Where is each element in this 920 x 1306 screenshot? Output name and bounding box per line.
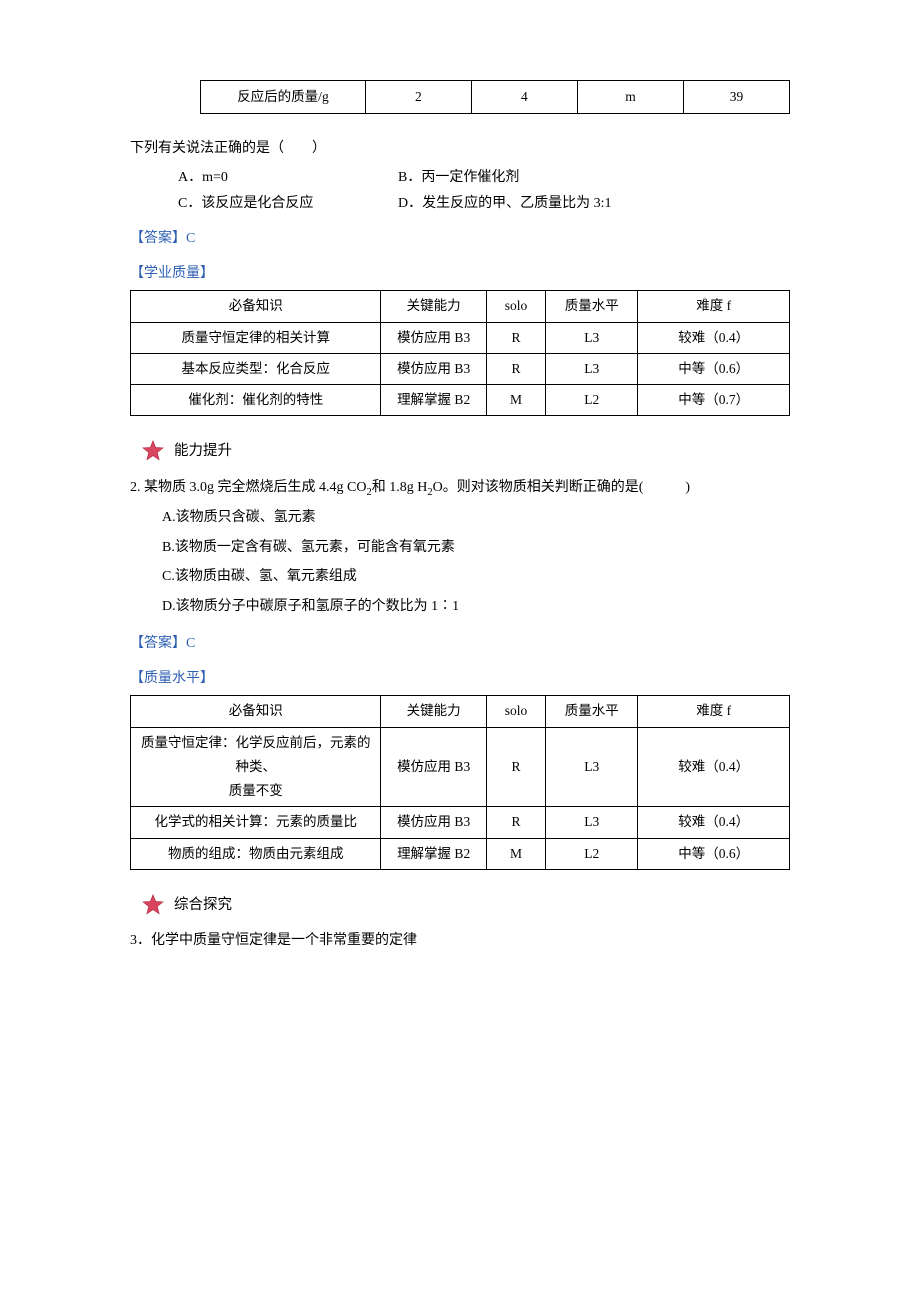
- answer-label: 【答案】: [130, 636, 186, 651]
- q1-option-c: C．该反应是化合反应: [178, 191, 398, 216]
- answer-value: C: [186, 636, 195, 651]
- table-row: 化学式的相关计算：元素的质量比 模仿应用 B3 R L3 较难（0.4）: [131, 807, 790, 838]
- cell-knowledge: 化学式的相关计算：元素的质量比: [131, 807, 381, 838]
- mass-cell: m: [577, 81, 683, 114]
- q1-option-b: B．丙一定作催化剂: [398, 165, 519, 190]
- cell-knowledge: 物质的组成：物质由元素组成: [131, 838, 381, 869]
- section-inquiry-header: 综合探究: [142, 892, 790, 918]
- table-header-row: 必备知识 关键能力 solo 质量水平 难度 f: [131, 291, 790, 322]
- q2-stem-post: O。则对该物质相关判断正确的是( ): [433, 480, 690, 495]
- cell-diff: 较难（0.4）: [638, 322, 790, 353]
- q2-options: A.该物质只含碳、氢元素 B.该物质一定含有碳、氢元素，可能含有氧元素 C.该物…: [162, 503, 790, 621]
- q3-stem: 3．化学中质量守恒定律是一个非常重要的定律: [130, 926, 790, 955]
- q2-option-a: A.该物质只含碳、氢元素: [162, 503, 790, 532]
- cell-diff: 中等（0.6）: [638, 353, 790, 384]
- cell-ability: 理解掌握 B2: [381, 838, 486, 869]
- th-qlevel: 质量水平: [546, 291, 638, 322]
- q2-stem: 2. 某物质 3.0g 完全燃烧后生成 4.4g CO2和 1.8g H2O。则…: [130, 473, 790, 504]
- cell-diff: 中等（0.6）: [638, 838, 790, 869]
- th-diff: 难度 f: [638, 291, 790, 322]
- cell-diff: 中等（0.7）: [638, 385, 790, 416]
- cell-qlevel: L3: [546, 322, 638, 353]
- cell-ability: 模仿应用 B3: [381, 727, 486, 807]
- th-knowledge: 必备知识: [131, 291, 381, 322]
- cell-solo: R: [486, 353, 545, 384]
- q2-stem-mid: 和 1.8g H: [372, 480, 428, 495]
- table-row: 基本反应类型：化合反应 模仿应用 B3 R L3 中等（0.6）: [131, 353, 790, 384]
- cell-knowledge: 催化剂：催化剂的特性: [131, 385, 381, 416]
- mass-after-reaction-table: 反应后的质量/g 2 4 m 39: [200, 80, 790, 114]
- table-row: 质量守恒定律：化学反应前后，元素的种类、 质量不变 模仿应用 B3 R L3 较…: [131, 727, 790, 807]
- cell-solo: R: [486, 322, 545, 353]
- q1-quality-label: 【学业质量】: [130, 261, 790, 286]
- th-qlevel: 质量水平: [546, 696, 638, 727]
- star-icon: [142, 440, 164, 462]
- cell-ability: 模仿应用 B3: [381, 322, 486, 353]
- cell-ability: 模仿应用 B3: [381, 353, 486, 384]
- answer-value: C: [186, 231, 195, 246]
- cell-qlevel: L3: [546, 807, 638, 838]
- cell-solo: M: [486, 838, 545, 869]
- cell-ability: 模仿应用 B3: [381, 807, 486, 838]
- q1-option-d: D．发生反应的甲、乙质量比为 3:1: [398, 191, 612, 216]
- cell-qlevel: L2: [546, 385, 638, 416]
- q2-answer: 【答案】C: [130, 631, 790, 656]
- q2-quality-label: 【质量水平】: [130, 666, 790, 691]
- q2-option-b: B.该物质一定含有碳、氢元素，可能含有氧元素: [162, 533, 790, 562]
- mass-cell: 39: [683, 81, 789, 114]
- q2-option-c: C.该物质由碳、氢、氧元素组成: [162, 562, 790, 591]
- th-diff: 难度 f: [638, 696, 790, 727]
- table-row: 物质的组成：物质由元素组成 理解掌握 B2 M L2 中等（0.6）: [131, 838, 790, 869]
- th-ability: 关键能力: [381, 696, 486, 727]
- th-knowledge: 必备知识: [131, 696, 381, 727]
- table-row: 催化剂：催化剂的特性 理解掌握 B2 M L2 中等（0.7）: [131, 385, 790, 416]
- answer-label: 【答案】: [130, 231, 186, 246]
- table-header-row: 必备知识 关键能力 solo 质量水平 难度 f: [131, 696, 790, 727]
- cell-qlevel: L3: [546, 353, 638, 384]
- cell-solo: R: [486, 727, 545, 807]
- q2-evaluation-table: 必备知识 关键能力 solo 质量水平 难度 f 质量守恒定律：化学反应前后，元…: [130, 695, 790, 870]
- cell-solo: R: [486, 807, 545, 838]
- table-row: 反应后的质量/g 2 4 m 39: [201, 81, 790, 114]
- row-label-cell: 反应后的质量/g: [201, 81, 366, 114]
- cell-knowledge: 质量守恒定律：化学反应前后，元素的种类、 质量不变: [131, 727, 381, 807]
- q1-option-a: A．m=0: [178, 165, 398, 190]
- mass-cell: 2: [365, 81, 471, 114]
- q1-evaluation-table: 必备知识 关键能力 solo 质量水平 难度 f 质量守恒定律的相关计算 模仿应…: [130, 290, 790, 416]
- cell-diff: 较难（0.4）: [638, 807, 790, 838]
- cell-qlevel: L2: [546, 838, 638, 869]
- q1-answer: 【答案】C: [130, 226, 790, 251]
- th-solo: solo: [486, 291, 545, 322]
- cell-ability: 理解掌握 B2: [381, 385, 486, 416]
- th-ability: 关键能力: [381, 291, 486, 322]
- q2-option-d: D.该物质分子中碳原子和氢原子的个数比为 1∶1: [162, 592, 790, 621]
- cell-knowledge: 基本反应类型：化合反应: [131, 353, 381, 384]
- q2-stem-pre: 2. 某物质 3.0g 完全燃烧后生成 4.4g CO: [130, 480, 366, 495]
- section-title: 综合探究: [174, 892, 232, 918]
- section-title: 能力提升: [174, 438, 232, 464]
- table-row: 质量守恒定律的相关计算 模仿应用 B3 R L3 较难（0.4）: [131, 322, 790, 353]
- star-icon: [142, 894, 164, 916]
- mass-cell: 4: [471, 81, 577, 114]
- section-ability-header: 能力提升: [142, 438, 790, 464]
- th-solo: solo: [486, 696, 545, 727]
- q1-options: A．m=0 B．丙一定作催化剂 C．该反应是化合反应 D．发生反应的甲、乙质量比…: [178, 165, 790, 215]
- q1-stem: 下列有关说法正确的是（ ）: [130, 136, 790, 161]
- cell-knowledge: 质量守恒定律的相关计算: [131, 322, 381, 353]
- cell-qlevel: L3: [546, 727, 638, 807]
- cell-diff: 较难（0.4）: [638, 727, 790, 807]
- cell-solo: M: [486, 385, 545, 416]
